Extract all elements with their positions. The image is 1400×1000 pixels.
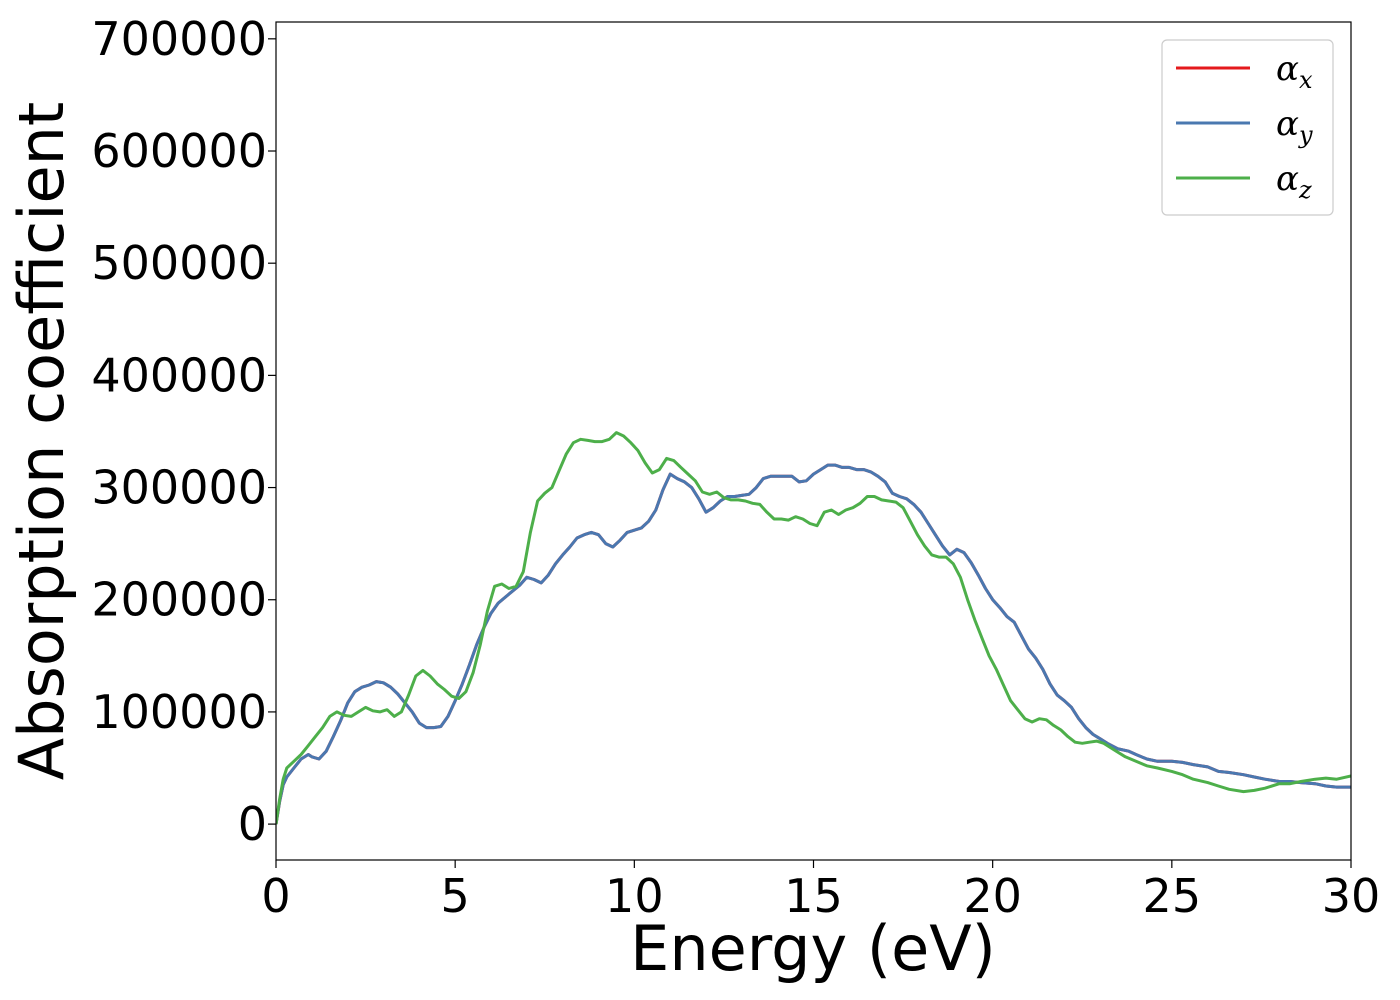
y-tick-label: 600000 xyxy=(91,124,267,178)
legend-label-z: αz xyxy=(1276,159,1312,204)
legend-label-y: αy xyxy=(1276,104,1313,149)
y-tick-label: 700000 xyxy=(91,12,267,66)
y-tick-label: 100000 xyxy=(91,685,267,739)
y-tick-label: 400000 xyxy=(91,348,267,402)
y-tick-label: 200000 xyxy=(91,573,267,627)
series-line-z xyxy=(276,431,1351,825)
x-tick-label: 0 xyxy=(261,869,290,923)
y-tick-label: 0 xyxy=(238,797,267,851)
series-layer xyxy=(276,431,1351,825)
y-axis-label: Absorption coefficient xyxy=(5,102,78,781)
x-tick-label: 15 xyxy=(784,869,843,923)
y-tick-label: 500000 xyxy=(91,236,267,290)
x-tick-label: 25 xyxy=(1143,869,1202,923)
x-tick-label: 30 xyxy=(1322,869,1381,923)
x-axis: 0 5 10 15 20 25 30 xyxy=(261,860,1380,923)
series-line-y xyxy=(276,463,1351,825)
legend-box xyxy=(1161,39,1334,216)
x-tick-label: 20 xyxy=(963,869,1022,923)
y-tick-label: 300000 xyxy=(91,461,267,515)
y-axis: 0 100000 200000 300000 400000 500000 600000 700… xyxy=(91,12,276,851)
x-tick-label: 10 xyxy=(605,869,664,923)
x-tick-label: 5 xyxy=(441,869,470,923)
x-axis-label: Energy (eV) xyxy=(630,912,996,985)
